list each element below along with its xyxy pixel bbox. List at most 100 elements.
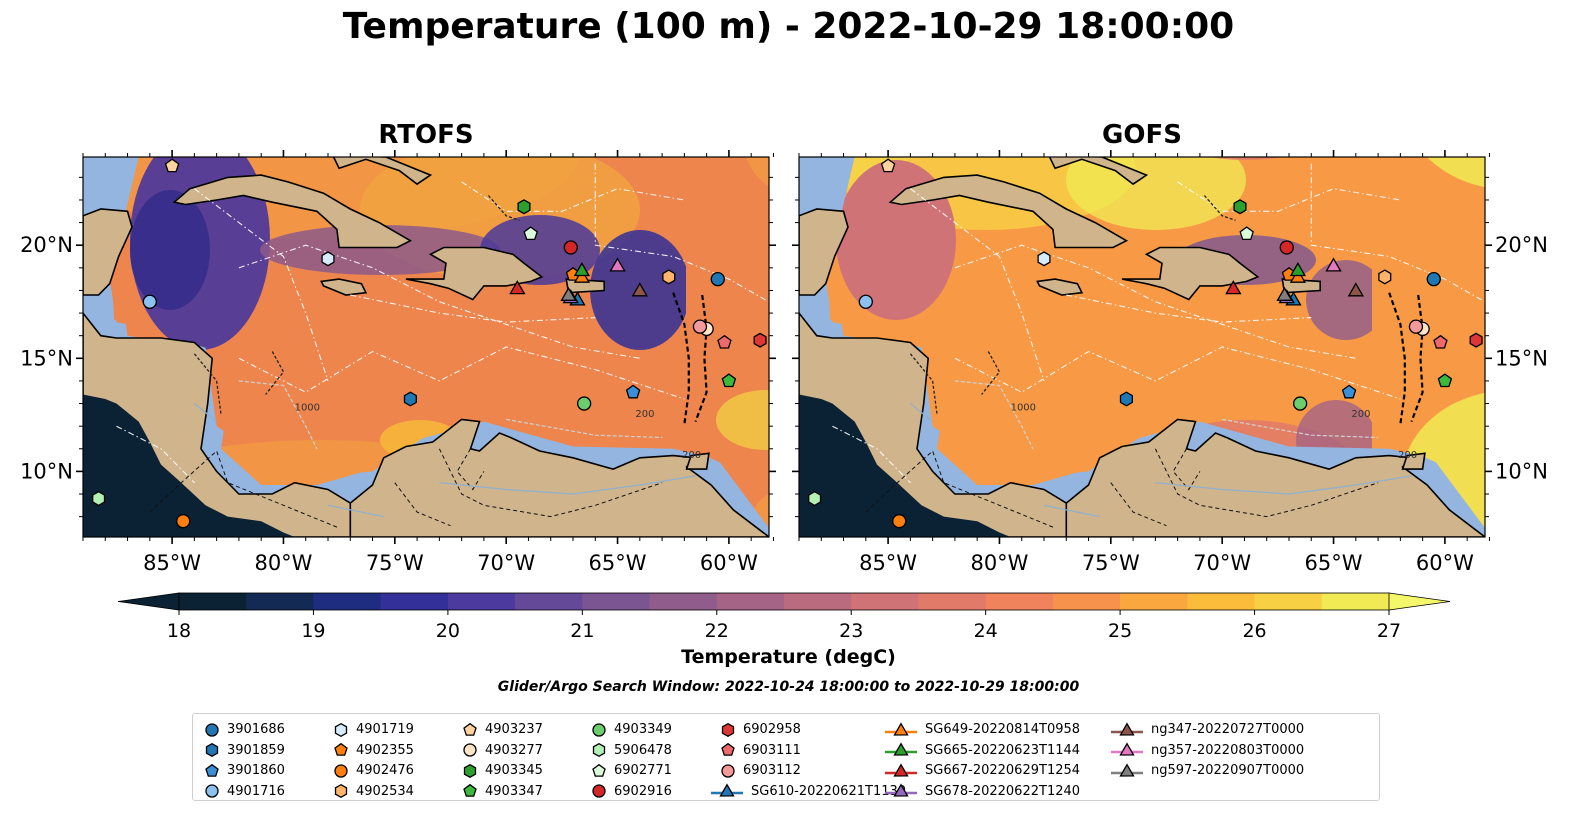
legend-marker-hexagon	[334, 783, 348, 799]
map-figure: 1000 200 200 1000 200 200 85°W 80°W 75°W 70°W 65…	[20, 150, 1548, 640]
marker-6903112	[721, 763, 735, 778]
lon-tick-label: 65°W	[589, 551, 647, 575]
marker-6903111	[1433, 334, 1448, 349]
marker-ng357-20220803T0000	[609, 257, 626, 272]
legend-marker-hexagon	[721, 722, 735, 737]
legend-item: 4901719	[332, 720, 414, 739]
marker-4903277	[463, 743, 477, 757]
legend-marker-pentagon	[721, 742, 735, 756]
legend-label: SG610-20220621T1130	[751, 783, 907, 799]
legend-marker-triangle	[885, 721, 917, 736]
legend-item: 3901859	[203, 741, 285, 760]
marker-4903347	[1437, 373, 1453, 388]
marker-SG649-20220814T0958	[573, 268, 591, 283]
legend-item: ng597-20220907T0000	[1109, 761, 1304, 780]
marker-3901860	[625, 384, 641, 399]
legend-item: ng347-20220727T0000	[1109, 720, 1304, 739]
marker-ng357-20220803T0000	[1325, 257, 1342, 272]
marker-5906478	[592, 742, 606, 758]
svg-text:200: 200	[1351, 409, 1370, 420]
marker-4903349	[576, 396, 592, 411]
marker-ng597-20220907T0000	[1119, 762, 1135, 777]
legend-marker-triangle	[885, 783, 917, 797]
marker-4902534	[662, 269, 676, 285]
marker-4902476	[892, 514, 907, 529]
colorbar: 18 19 20 21 22 23 24 25 26 27	[117, 592, 1451, 640]
legend-marker-triangle	[885, 742, 917, 756]
legend-label: 3901860	[227, 763, 285, 778]
legend-label: 6902771	[614, 763, 672, 778]
marker-ng347-20220727T0000	[1119, 721, 1135, 736]
legend-label: 4902355	[356, 742, 414, 758]
legend-label: 5906478	[614, 742, 672, 758]
marker-4902355	[334, 742, 348, 756]
marker-3901859	[403, 391, 417, 407]
legend-marker-circle	[721, 763, 735, 778]
legend-label: 3901859	[227, 742, 285, 758]
legend-item: SG665-20220623T1144	[883, 741, 1080, 760]
legend-marker-circle	[463, 743, 477, 757]
marker-SG667-20220629T1254	[1225, 280, 1242, 295]
legend-marker-circle	[205, 784, 219, 798]
legend-item: SG678-20220622T1240	[883, 782, 1080, 801]
marker-ng347-20220727T0000	[1347, 282, 1365, 297]
marker-SG665-20220623T1144	[893, 742, 909, 756]
colorbar-tick-label: 23	[839, 620, 863, 640]
legend-marker-pentagon	[592, 763, 606, 777]
legend-item: 3901860	[203, 761, 285, 780]
marker-6903112	[692, 319, 708, 334]
marker-4903345	[463, 763, 477, 778]
marker-3901686	[1426, 271, 1441, 287]
panel-title-gofs: GOFS	[1102, 120, 1182, 150]
legend-item: SG667-20220629T1254	[883, 761, 1080, 780]
marker-4902476	[334, 763, 348, 778]
legend-label: 6903111	[743, 742, 801, 758]
legend-marker-triangle	[1111, 742, 1143, 756]
search-window-text: Glider/Argo Search Window: 2022-10-24 18…	[497, 679, 1080, 695]
legend-item: 6902916	[590, 782, 672, 801]
lon-tick-label: 85°W	[143, 551, 201, 575]
legend-item: 4902355	[332, 741, 414, 760]
legend-item: 4903277	[461, 741, 543, 760]
legend-item: SG649-20220814T0958	[883, 720, 1080, 739]
marker-4903349	[1292, 396, 1308, 411]
gofs-map: 1000 200 200	[799, 157, 1485, 537]
marker-6902916	[563, 240, 578, 255]
legend-item: 6902958	[719, 720, 801, 739]
legend-marker-pentagon	[463, 783, 477, 797]
legend-label: 4901716	[227, 783, 285, 799]
legend-label: 4902534	[356, 783, 414, 799]
legend-label: ng597-20220907T0000	[1151, 763, 1305, 778]
lon-tick-label: 60°W	[1416, 551, 1474, 575]
colorbar-label: Temperature (degC)	[681, 646, 896, 668]
marker-4901716	[205, 784, 219, 798]
marker-4901719	[1037, 251, 1051, 267]
marker-SG667-20220629T1254	[893, 762, 909, 777]
legend-marker-circle	[592, 722, 606, 737]
lon-tick-label: 65°W	[1305, 551, 1363, 575]
legend-marker-circle	[592, 784, 606, 798]
figure-title: Temperature (100 m) - 2022-10-29 18:00:0…	[342, 6, 1235, 47]
svg-text:200: 200	[635, 409, 654, 420]
legend-label: 4903347	[485, 783, 543, 799]
lat-tick-label: 15°N	[1495, 346, 1548, 370]
legend-marker-hexagon	[592, 742, 606, 758]
legend-label: SG665-20220623T1144	[925, 742, 1081, 758]
marker-3901860	[205, 763, 219, 777]
legend-marker-circle	[205, 722, 219, 737]
lon-tick-label: 85°W	[859, 551, 917, 575]
lat-tick-label: 20°N	[20, 233, 73, 257]
colorbar-tick-label: 27	[1377, 620, 1401, 640]
marker-6902958	[753, 332, 767, 348]
marker-4901716	[858, 294, 873, 309]
legend-item: 4902534	[332, 782, 414, 801]
legend-marker-triangle	[711, 783, 743, 797]
lat-tick-label: 15°N	[20, 346, 73, 370]
legend-label: 6902958	[743, 722, 801, 737]
lon-tick-label: 75°W	[366, 551, 424, 575]
legend-item: 4901716	[203, 782, 285, 801]
legend-item: ng357-20220803T0000	[1109, 741, 1304, 760]
svg-text:1000: 1000	[295, 402, 320, 413]
legend-item: 3901686	[203, 720, 285, 739]
legend-label: 6902916	[614, 783, 672, 799]
